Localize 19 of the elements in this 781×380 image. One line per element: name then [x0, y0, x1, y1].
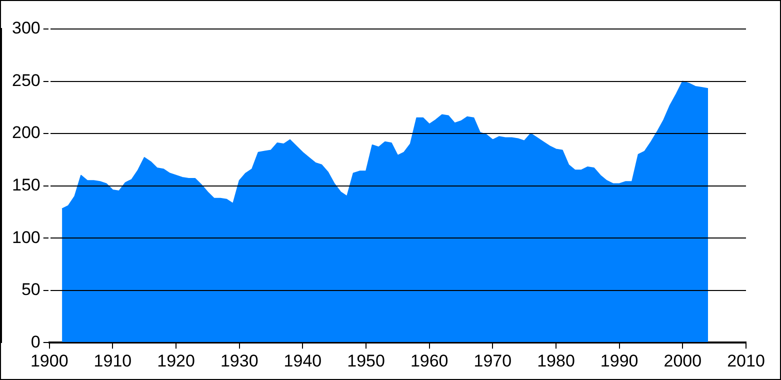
- x-tick-label: 1930: [220, 351, 258, 370]
- x-tick-label: 1970: [474, 351, 512, 370]
- x-tick-label: 1960: [410, 351, 448, 370]
- y-tick-label: 150: [12, 175, 40, 194]
- y-tick-label: 300: [12, 18, 40, 38]
- x-tick-label: 1950: [347, 351, 385, 370]
- x-tick-label: 1990: [600, 351, 638, 370]
- x-tick-label: 2000: [664, 351, 702, 370]
- y-tick-label: 0: [30, 332, 40, 352]
- y-tick-label: 200: [12, 123, 40, 142]
- x-tick-label: 1940: [284, 351, 322, 370]
- y-tick-label: 100: [12, 228, 40, 247]
- x-tick-label: 2010: [727, 351, 765, 370]
- y-tick-label: 50: [21, 280, 40, 300]
- y-tick-label: 250: [12, 70, 40, 90]
- x-tick-label: 1980: [537, 351, 575, 370]
- x-tick-label: 1910: [94, 351, 132, 370]
- x-tick-label: 1900: [30, 351, 68, 370]
- x-tick-label: 1920: [157, 351, 195, 370]
